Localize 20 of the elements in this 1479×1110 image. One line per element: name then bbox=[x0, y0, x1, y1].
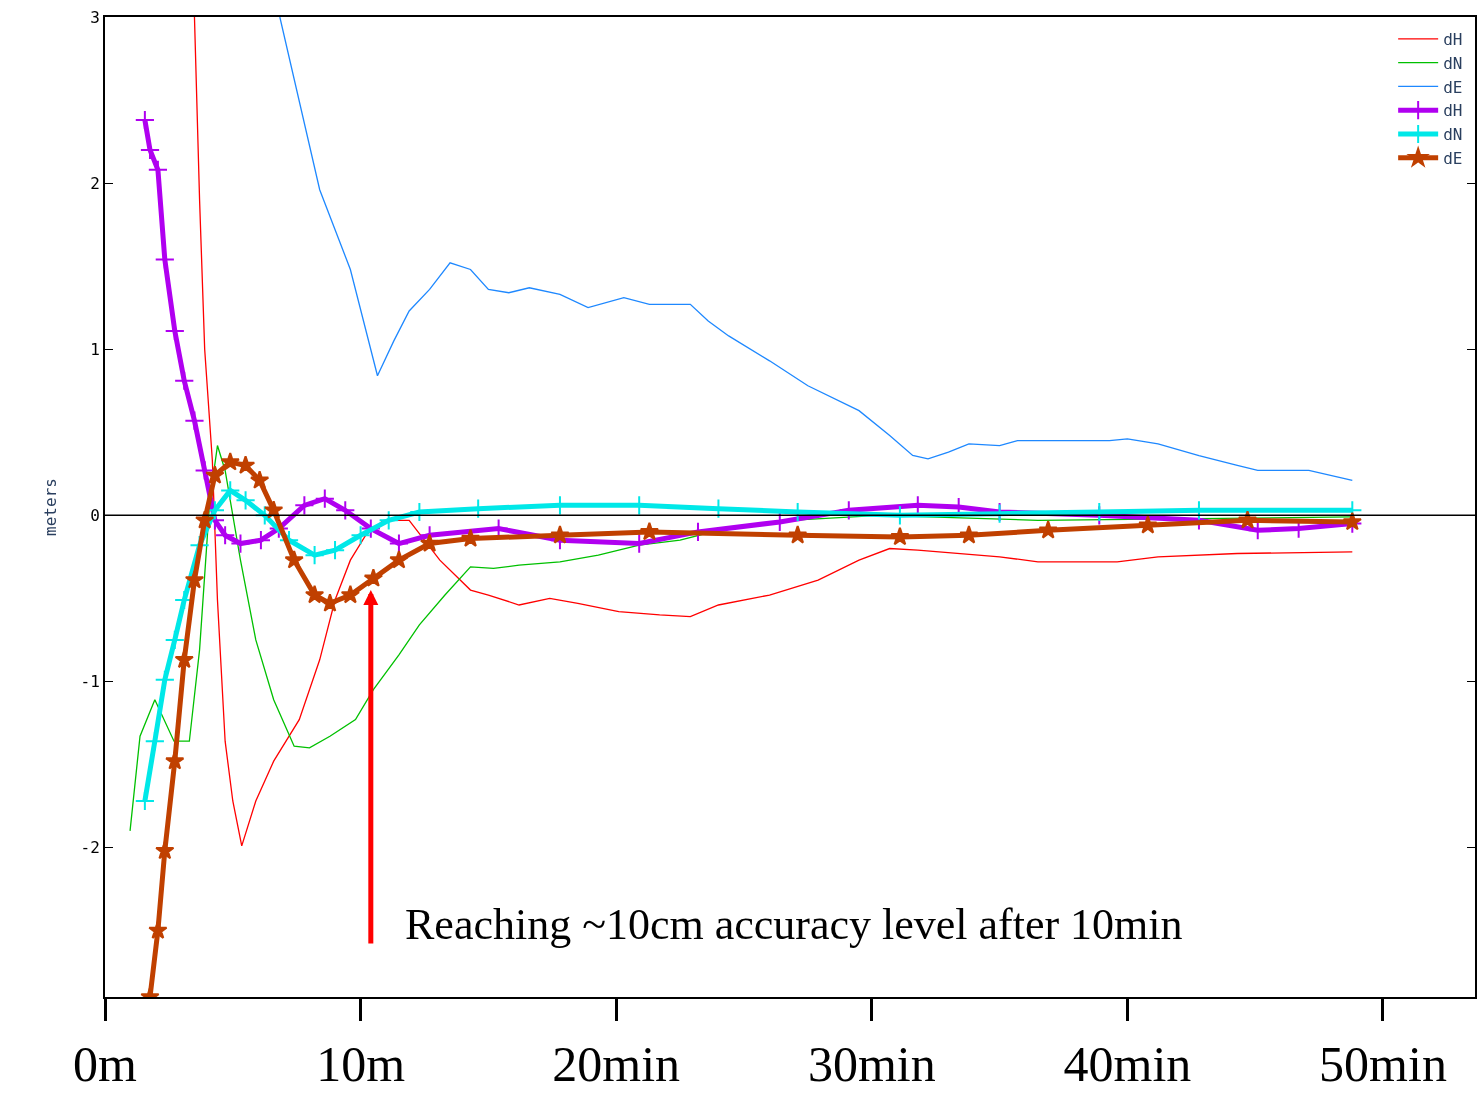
legend-label: dE bbox=[1443, 77, 1463, 97]
x-tick-label: 50min bbox=[1319, 1036, 1447, 1092]
y-axis-title: meters bbox=[40, 478, 60, 536]
legend-label: dE bbox=[1443, 149, 1463, 169]
y-tick-label: 1 bbox=[90, 339, 100, 359]
x-tick-label: 10m bbox=[316, 1036, 406, 1092]
y-tick-label: 2 bbox=[90, 173, 100, 193]
legend-label: dH bbox=[1443, 30, 1463, 50]
legend-label: dN bbox=[1443, 53, 1463, 73]
y-tick-label: 0 bbox=[90, 505, 100, 525]
legend-label: dH bbox=[1443, 101, 1463, 121]
y-tick-label: 3 bbox=[90, 7, 100, 27]
x-tick-label: 40min bbox=[1063, 1036, 1192, 1092]
x-tick-label: 20min bbox=[552, 1036, 681, 1092]
y-tick-label: -2 bbox=[80, 838, 100, 858]
legend-label: dN bbox=[1443, 125, 1463, 145]
y-tick-label: -1 bbox=[80, 672, 100, 692]
annotation: Reaching ~10cm accuracy level after 10min bbox=[405, 900, 1183, 949]
x-tick-label: 0m bbox=[73, 1036, 138, 1092]
x-tick-label: 30min bbox=[807, 1036, 936, 1092]
